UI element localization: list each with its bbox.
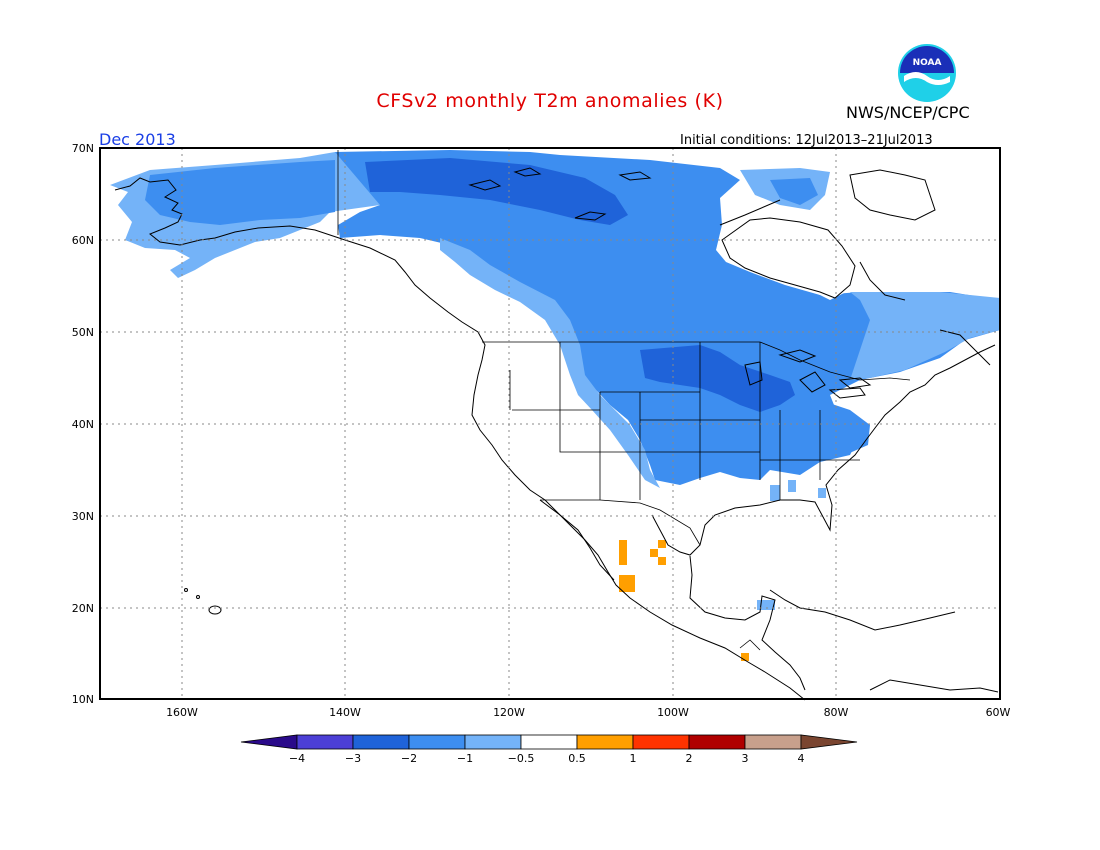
legend-tick-label: −0.5 xyxy=(508,752,535,765)
legend-bin xyxy=(577,735,633,749)
legend-bin xyxy=(633,735,689,749)
legend-tick-label: −1 xyxy=(457,752,473,765)
warm-area-3 xyxy=(658,540,666,548)
lat-labels: 70N 60N 50N 40N 30N 20N 10N xyxy=(72,142,94,706)
legend-bin xyxy=(409,735,465,749)
legend-bin xyxy=(353,735,409,749)
legend-bin xyxy=(297,735,353,749)
legend-tick-label: 1 xyxy=(630,752,637,765)
anomaly-area-florida xyxy=(818,488,826,498)
warm-area-5 xyxy=(658,557,666,565)
legend-arrow-right xyxy=(801,735,857,749)
legend-bin xyxy=(465,735,521,749)
legend-tick-label: 0.5 xyxy=(568,752,586,765)
legend-tick-label: 2 xyxy=(686,752,693,765)
lat-label: 10N xyxy=(72,693,94,706)
legend-tick-label: −4 xyxy=(289,752,305,765)
legend-tick-label: 3 xyxy=(742,752,749,765)
lat-label: 50N xyxy=(72,326,94,339)
lat-label: 60N xyxy=(72,234,94,247)
legend-bin xyxy=(521,735,577,749)
anomaly-area-gulf2 xyxy=(788,480,796,492)
color-legend: −4 −3 −2 −1 −0.5 0.5 1 2 3 4 xyxy=(241,735,857,765)
warm-area-1 xyxy=(619,540,627,565)
lat-label: 40N xyxy=(72,418,94,431)
lon-label: 120W xyxy=(493,706,525,719)
lat-label: 20N xyxy=(72,602,94,615)
legend-bin xyxy=(745,735,801,749)
warm-area-4 xyxy=(650,549,658,557)
lon-label: 140W xyxy=(329,706,361,719)
anomaly-area-gulf1 xyxy=(770,485,780,501)
lon-label: 160W xyxy=(166,706,198,719)
legend-bin xyxy=(689,735,745,749)
legend-tick-label: −2 xyxy=(401,752,417,765)
lon-labels: 160W 140W 120W 100W 80W 60W xyxy=(166,706,1010,719)
lon-label: 80W xyxy=(824,706,849,719)
anomaly-map: 70N 60N 50N 40N 30N 20N 10N 160W 140W 12… xyxy=(0,0,1100,850)
legend-tick-label: −3 xyxy=(345,752,361,765)
lat-label: 70N xyxy=(72,142,94,155)
lon-label: 60W xyxy=(986,706,1011,719)
legend-tick-label: 4 xyxy=(798,752,805,765)
lon-label: 100W xyxy=(657,706,689,719)
lat-label: 30N xyxy=(72,510,94,523)
legend-arrow-left xyxy=(241,735,297,749)
